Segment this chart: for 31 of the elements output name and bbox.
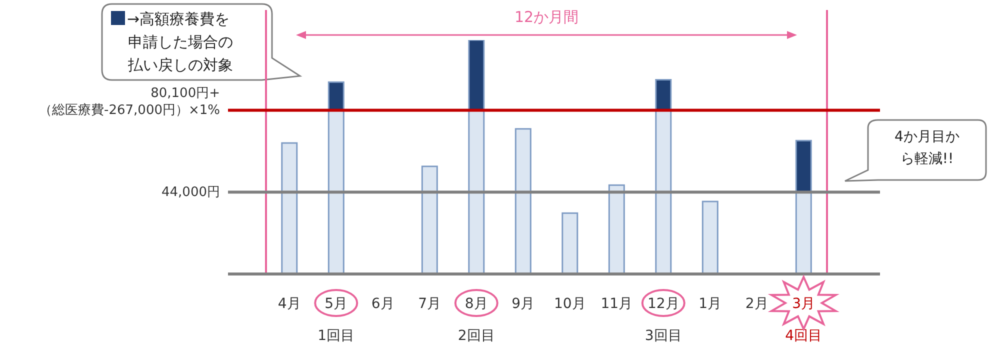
- bar: [608, 184, 625, 274]
- x-tick-label: 11月: [600, 296, 633, 312]
- text: 2回目: [458, 328, 495, 344]
- bar: [562, 212, 578, 274]
- bar: [468, 40, 485, 111]
- x-tick-label: 7月: [418, 296, 442, 312]
- x-tick-label: 6月: [371, 296, 394, 312]
- bar: [795, 140, 812, 193]
- text: 4回目: [785, 328, 822, 344]
- bar: [281, 142, 298, 274]
- bar: [702, 200, 718, 274]
- x-tick-label: 4月: [278, 296, 301, 312]
- ref-line-label: 44,000円: [162, 185, 220, 200]
- legend-label: →高額療養費を申請した場合の払い戻しの対象: [127, 9, 234, 76]
- bar: [655, 79, 672, 111]
- bar: [514, 128, 532, 274]
- text: 3回目: [644, 328, 682, 344]
- x-tick-label: 12月: [647, 296, 680, 312]
- x-tick-label: 3月: [792, 296, 816, 312]
- x-tick-label: 2月: [745, 296, 768, 312]
- x-tick-label: 10月: [554, 296, 586, 312]
- bar: [328, 81, 344, 111]
- x-tick-label: 5月: [324, 296, 348, 312]
- text: 4か月目から軽減!!: [894, 128, 960, 169]
- ref-line-label: 80,100円+ （総医療費-267,000円）×1%: [39, 86, 220, 118]
- text: 1回目: [318, 328, 355, 344]
- x-tick-label: 9月: [512, 296, 535, 312]
- bar: [421, 166, 438, 274]
- band-label: 12か月間: [514, 8, 579, 26]
- x-tick-label: 8月: [464, 296, 488, 312]
- x-tick-label: 1月: [698, 296, 722, 312]
